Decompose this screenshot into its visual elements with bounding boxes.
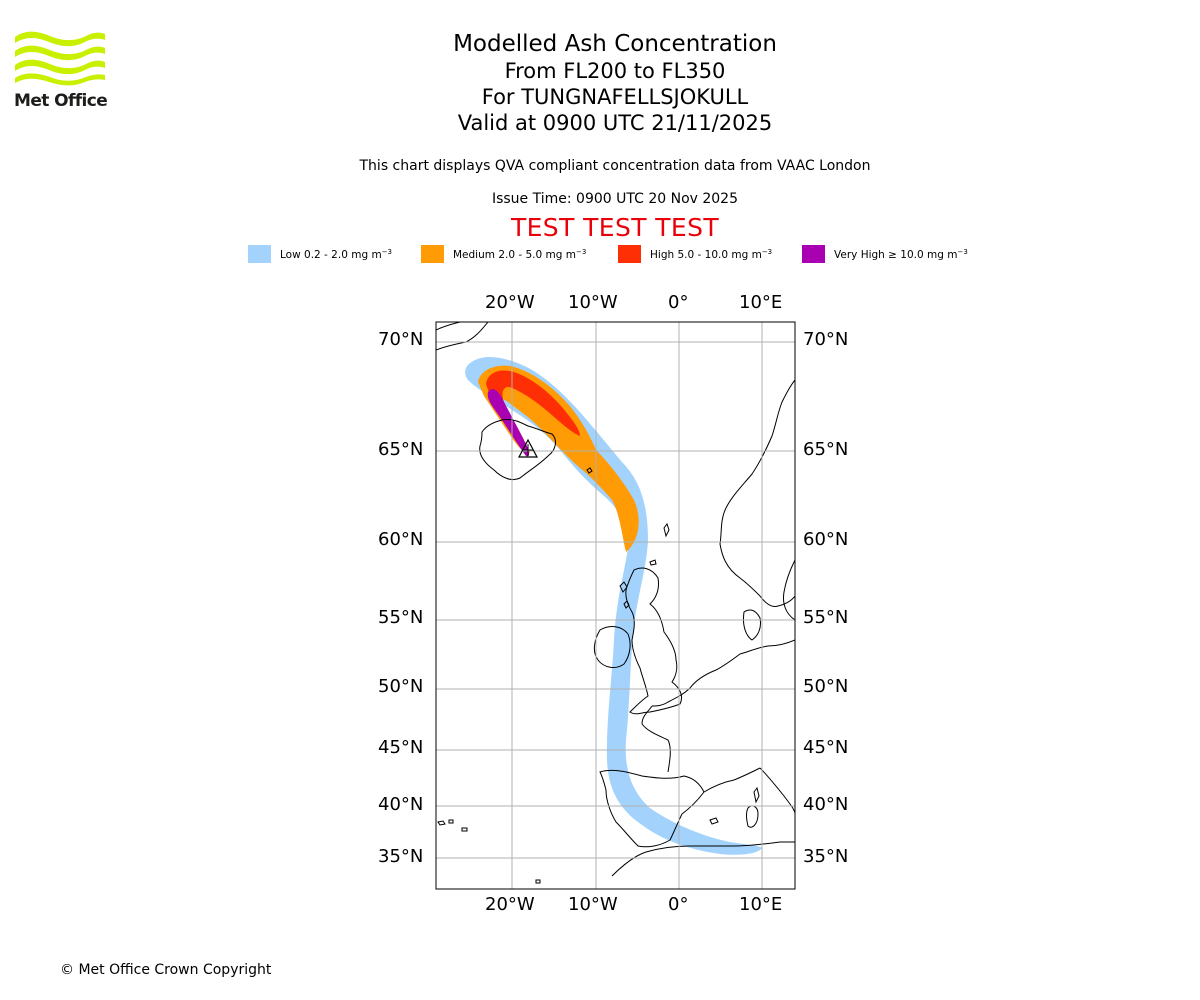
lat-label-left-55n: 55°N — [378, 607, 424, 628]
legend-label-high: High 5.0 - 10.0 mg m−3 — [650, 247, 773, 261]
lat-label-left-35n: 35°N — [378, 846, 424, 867]
chart-title-block: Modelled Ash Concentration From FL200 to… — [0, 30, 1200, 136]
lat-label-left-50n: 50°N — [378, 676, 424, 697]
legend-swatch-high — [618, 245, 641, 263]
legend-label-medium: Medium 2.0 - 5.0 mg m−3 — [453, 247, 587, 261]
legend-swatch-very-high — [802, 245, 825, 263]
lat-label-right-65n: 65°N — [803, 439, 849, 460]
met-office-logo-text: Met Office — [14, 91, 108, 111]
compliance-note: This chart displays QVA compliant concen… — [359, 158, 871, 174]
legend-item-medium: Medium 2.0 - 5.0 mg m−3 — [421, 244, 586, 264]
lon-label-bottom-10w: 10°W — [568, 894, 618, 915]
lat-label-left-60n: 60°N — [378, 529, 424, 550]
lat-label-right-70n: 70°N — [803, 329, 849, 350]
copyright-notice: © Met Office Crown Copyright — [60, 962, 272, 978]
lat-label-right-60n: 60°N — [803, 529, 849, 550]
lat-label-right-55n: 55°N — [803, 607, 849, 628]
flight-level-range: From FL200 to FL350 — [504, 59, 726, 83]
lon-label-bottom-0: 0° — [668, 894, 689, 915]
lat-label-left-45n: 45°N — [378, 737, 424, 758]
legend-swatch-medium — [421, 245, 444, 263]
lon-label-bottom-10e: 10°E — [739, 894, 783, 915]
lat-label-left-65n: 65°N — [378, 439, 424, 460]
lat-label-right-45n: 45°N — [803, 737, 849, 758]
ash-plume-very-high — [487, 389, 529, 457]
volcano-name: For TUNGNAFELLSJOKULL — [481, 85, 749, 109]
legend-item-very-high: Very High ≥ 10.0 mg m−3 — [802, 244, 968, 264]
valid-time: Valid at 0900 UTC 21/11/2025 — [457, 111, 773, 135]
met-office-waves-icon — [15, 31, 105, 86]
legend-label-low: Low 0.2 - 2.0 mg m−3 — [280, 247, 393, 261]
lat-label-left-40n: 40°N — [378, 794, 424, 815]
coastlines — [436, 322, 795, 884]
map-contents — [436, 322, 795, 889]
test-banner: TEST TEST TEST — [510, 213, 720, 242]
lat-label-right-50n: 50°N — [803, 676, 849, 697]
lon-label-top-20w: 20°W — [485, 292, 535, 313]
lat-label-left-70n: 70°N — [378, 329, 424, 350]
graticule — [436, 322, 795, 889]
volcano-marker-icon — [518, 438, 538, 458]
met-office-logo: Met Office — [14, 30, 110, 112]
map-frame — [435, 321, 796, 890]
chart-title: Modelled Ash Concentration — [453, 31, 777, 57]
lon-label-top-10w: 10°W — [568, 292, 618, 313]
legend-item-high: High 5.0 - 10.0 mg m−3 — [618, 244, 772, 264]
lon-label-top-0: 0° — [668, 292, 689, 313]
legend-label-very-high: Very High ≥ 10.0 mg m−3 — [834, 247, 968, 261]
lon-label-top-10e: 10°E — [739, 292, 783, 313]
legend-item-low: Low 0.2 - 2.0 mg m−3 — [248, 244, 392, 264]
lat-label-right-35n: 35°N — [803, 846, 849, 867]
lat-label-right-40n: 40°N — [803, 794, 849, 815]
legend-swatch-low — [248, 245, 271, 263]
lon-label-bottom-20w: 20°W — [485, 894, 535, 915]
ash-plume-low — [465, 357, 762, 855]
issue-time: Issue Time: 0900 UTC 20 Nov 2025 — [491, 191, 739, 207]
